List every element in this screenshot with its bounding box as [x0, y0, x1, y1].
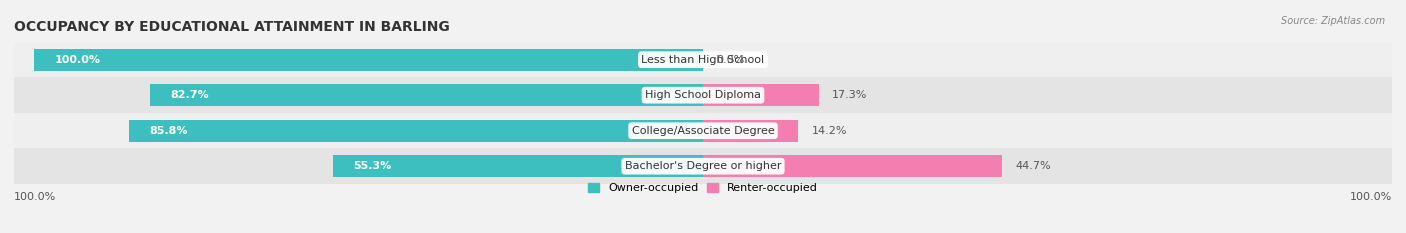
Text: 100.0%: 100.0% [14, 192, 56, 202]
Text: College/Associate Degree: College/Associate Degree [631, 126, 775, 136]
Text: 85.8%: 85.8% [149, 126, 187, 136]
Text: 14.2%: 14.2% [811, 126, 846, 136]
Text: OCCUPANCY BY EDUCATIONAL ATTAINMENT IN BARLING: OCCUPANCY BY EDUCATIONAL ATTAINMENT IN B… [14, 20, 450, 34]
Text: Source: ZipAtlas.com: Source: ZipAtlas.com [1281, 16, 1385, 26]
Text: 100.0%: 100.0% [55, 55, 100, 65]
Bar [14, 77, 1392, 113]
Text: 44.7%: 44.7% [1015, 161, 1052, 171]
Text: 100.0%: 100.0% [1350, 192, 1392, 202]
Bar [703, 120, 799, 142]
Text: Less than High School: Less than High School [641, 55, 765, 65]
Bar [703, 155, 1002, 177]
Text: 82.7%: 82.7% [170, 90, 208, 100]
Bar [34, 49, 703, 71]
Bar [129, 120, 703, 142]
Text: High School Diploma: High School Diploma [645, 90, 761, 100]
Bar [14, 42, 1392, 77]
Bar [333, 155, 703, 177]
Bar [150, 84, 703, 106]
Legend: Owner-occupied, Renter-occupied: Owner-occupied, Renter-occupied [583, 178, 823, 197]
Text: 55.3%: 55.3% [353, 161, 391, 171]
Bar [14, 113, 1392, 148]
Text: Bachelor's Degree or higher: Bachelor's Degree or higher [624, 161, 782, 171]
Text: 0.0%: 0.0% [717, 55, 745, 65]
Bar [14, 148, 1392, 184]
Bar [703, 84, 818, 106]
Text: 17.3%: 17.3% [832, 90, 868, 100]
